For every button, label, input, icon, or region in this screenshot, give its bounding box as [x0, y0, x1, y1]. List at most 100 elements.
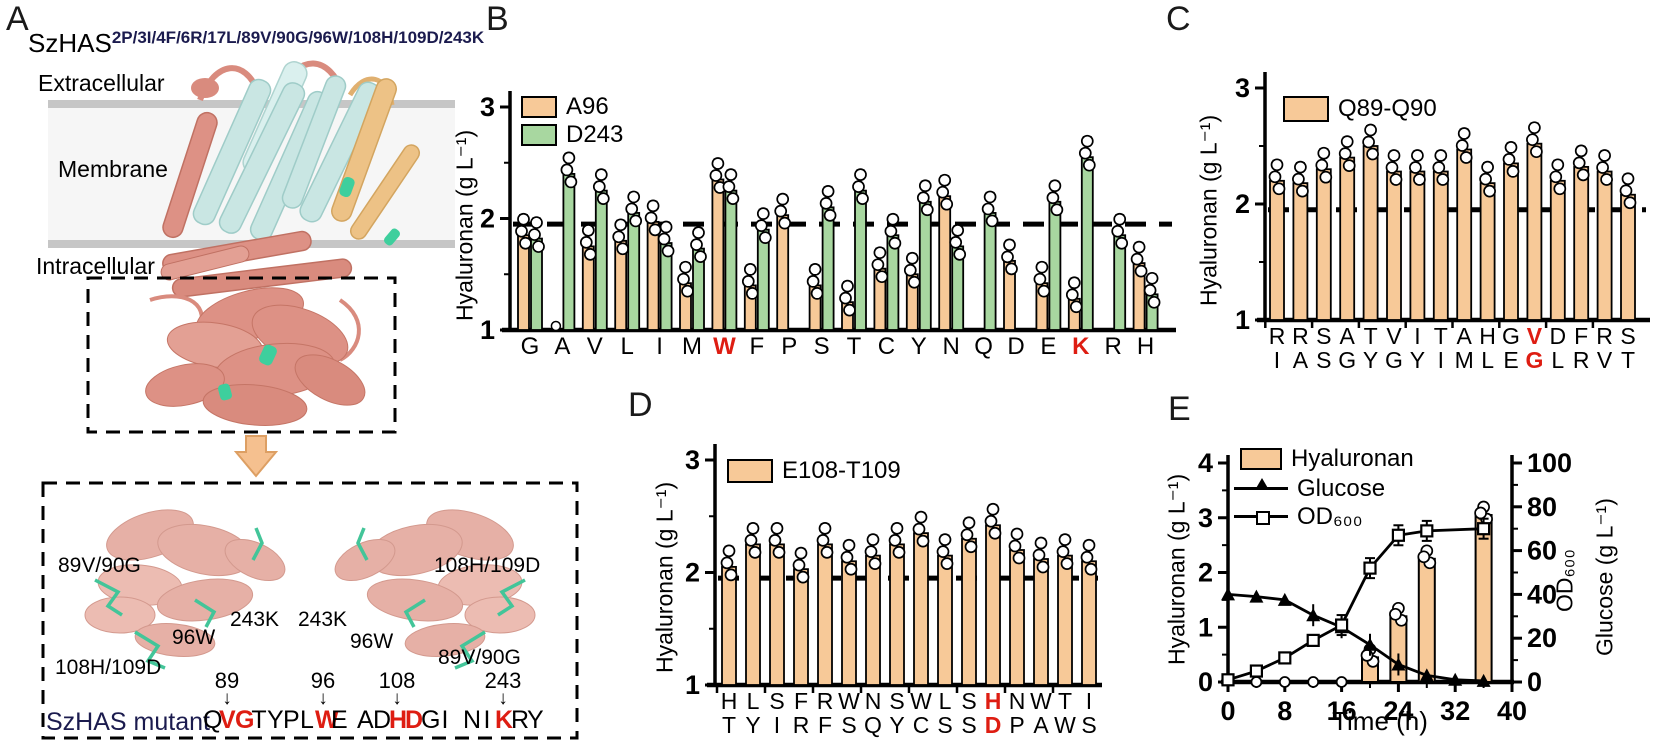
protein-transmembrane-domain: [160, 60, 421, 298]
data-point-circle: [1574, 144, 1588, 158]
data-point-circle: [770, 522, 784, 535]
od600-line-icon: [1234, 509, 1288, 525]
sequence-letter: I: [441, 706, 449, 734]
legend-swatch-q89q90: [1283, 96, 1329, 122]
data-point-circle: [823, 209, 837, 222]
baseline-circle: [550, 320, 562, 332]
bar-data-circle: [1389, 607, 1402, 621]
category-label-row2: A: [1293, 347, 1309, 373]
data-point-circle: [844, 562, 858, 576]
category-label-row2: E: [1503, 347, 1518, 373]
data-point-circle: [1080, 550, 1094, 564]
category-label: I: [656, 333, 663, 360]
sequence-letter: K: [495, 706, 514, 734]
category-label-row2: W: [1054, 712, 1076, 738]
data-point-circle: [616, 242, 630, 256]
label-intracellular: Intracellular: [36, 253, 155, 279]
y-axis-label-e-left: Hyaluronan (g L⁻¹): [1163, 473, 1190, 666]
y-tick-label-left: 1: [1198, 612, 1213, 642]
data-point-circle: [625, 202, 639, 216]
bar: [1057, 554, 1073, 686]
od600-marker: [1221, 673, 1235, 687]
bar: [913, 532, 929, 686]
bar: [1081, 560, 1097, 686]
category-label: C: [878, 333, 895, 360]
data-point-circle: [745, 287, 759, 300]
data-point-circle: [530, 216, 543, 229]
data-point-circle: [988, 526, 1002, 540]
data-point-circle: [1115, 236, 1129, 250]
data-point-circle: [1457, 127, 1471, 140]
category-label-row1: H: [721, 688, 738, 714]
data-point-circle: [692, 226, 705, 239]
category-label-row2: S: [841, 712, 856, 738]
data-point-circle: [1479, 172, 1492, 186]
bar: [938, 195, 952, 331]
data-point-circle: [1069, 300, 1083, 314]
data-point-circle: [1619, 184, 1633, 198]
data-point-circle: [1364, 123, 1377, 137]
category-label: Q: [974, 333, 993, 360]
category-label-row2: Y: [1363, 347, 1378, 373]
legend-b-d243: D243: [521, 121, 623, 148]
data-point-circle: [916, 534, 930, 548]
legend-label-od600: OD₆₀₀: [1297, 503, 1363, 530]
bar: [769, 543, 785, 686]
y-tick-label-right: 80: [1527, 492, 1557, 522]
residue-position-number: 108: [378, 668, 416, 693]
data-point-circle: [1032, 548, 1046, 562]
zero-data-circle: [1250, 676, 1263, 688]
data-point-circle: [581, 224, 595, 237]
chart-panel-B: 1 2 3 G A V L I M W F P S T C Y N Q D E K R H: [480, 91, 1176, 360]
data-point-circle: [1034, 536, 1048, 550]
data-point-circle: [1060, 557, 1074, 570]
residue-label-96w-right: 96W: [350, 630, 394, 653]
data-point-circle: [841, 279, 854, 293]
data-point-circle: [612, 230, 626, 244]
data-point-circle: [1067, 276, 1081, 290]
data-point-circle: [1134, 264, 1148, 278]
legend-e-hyaluronan: Hyaluronan: [1240, 445, 1414, 472]
category-label-row2: G: [1385, 347, 1403, 373]
data-point-circle: [794, 546, 808, 560]
category-label-row1: G: [1502, 323, 1520, 349]
sequence-letter: Y: [267, 706, 284, 734]
data-point-circle: [1037, 284, 1051, 298]
data-point-circle: [1113, 212, 1127, 226]
data-point-circle: [1270, 158, 1284, 172]
residue-label-108h109d-left: 108H/109D: [55, 656, 162, 679]
data-point-circle: [648, 223, 662, 237]
y-tick-label-left: 3: [1198, 503, 1213, 533]
data-point-circle: [1036, 560, 1050, 574]
data-point-circle: [1481, 160, 1494, 174]
data-point-circle: [1272, 182, 1286, 196]
bar: [721, 565, 737, 686]
od600-marker: [1476, 522, 1491, 536]
y-tick-label-right: 20: [1527, 623, 1557, 653]
x-tick-label: 0: [1220, 696, 1235, 726]
bar: [1479, 182, 1496, 321]
data-point-circle: [519, 236, 532, 250]
panel-label-e: E: [1168, 390, 1191, 428]
bar: [1596, 170, 1613, 321]
data-point-circle: [819, 197, 833, 210]
bar: [817, 543, 833, 686]
data-point-circle: [515, 224, 528, 238]
data-point-circle: [583, 248, 597, 261]
data-point-circle: [562, 151, 576, 165]
od600-marker: [1420, 524, 1434, 538]
bar: [1362, 145, 1379, 321]
glucose-line-icon: [1234, 478, 1288, 497]
data-point-circle: [1506, 165, 1520, 178]
category-label: G: [521, 333, 540, 360]
label-membrane: Membrane: [58, 156, 168, 182]
data-point-circle: [694, 250, 707, 263]
category-label-row2: L: [1551, 347, 1564, 373]
y-tick-label: 1: [685, 670, 700, 700]
category-label-row1: V: [1386, 323, 1402, 349]
data-point-circle: [1048, 179, 1062, 193]
bar: [841, 560, 857, 686]
category-label-row2: I: [774, 712, 780, 738]
data-point-circle: [903, 263, 917, 277]
